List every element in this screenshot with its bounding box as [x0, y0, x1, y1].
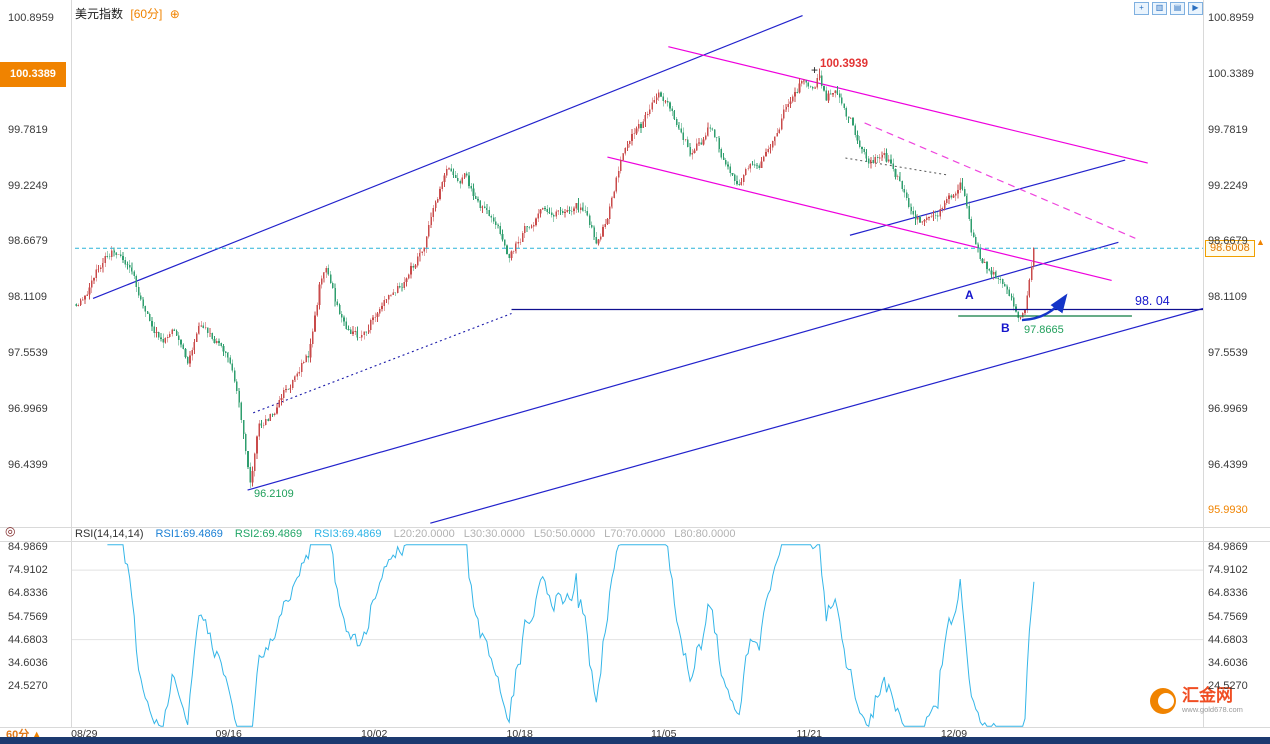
zoom-in-icon[interactable]: + [1134, 2, 1149, 15]
price-axis-label: 99.7819 [8, 123, 48, 136]
rsi-name-label: RSI(14,14,14) [75, 528, 144, 540]
rsi-level-label: L20:20.0000 [393, 528, 455, 540]
line-view-icon[interactable]: ▤ [1170, 2, 1185, 15]
rsi-level-label: L50:50.0000 [533, 528, 596, 540]
rsi-axis-label: 34.6036 [8, 656, 48, 669]
right-axis-divider [1203, 0, 1204, 727]
price-axis-label: 100.3389 [1208, 67, 1254, 80]
rsi-level-label: L30:30.0000 [463, 528, 525, 540]
price-axis-label-extra: 95.9930 [1208, 503, 1248, 516]
price-axis-label: 96.4399 [1208, 458, 1248, 471]
date-axis-label: 08/29 [71, 728, 98, 740]
logo-url: www.gold678.com [1182, 705, 1243, 714]
rsi-axis-label: 74.9102 [8, 564, 48, 577]
recent-low-price-label: 97.8665 [1024, 324, 1064, 336]
rsi3-value-label: RSI3:69.4869 [314, 528, 382, 540]
rsi-axis-label: 84.9869 [1208, 541, 1248, 553]
date-axis-label: 11/21 [796, 728, 822, 740]
date-axis-label: 11/05 [650, 728, 677, 740]
date-axis-label: 10/18 [506, 728, 533, 740]
bottom-scrollbar[interactable] [0, 737, 1270, 744]
rsi-axis-label: 84.9869 [8, 541, 48, 553]
scroll-right-icon[interactable]: ▶ [1188, 2, 1203, 15]
rsi2-value-label: RSI2:69.4869 [234, 528, 303, 540]
price-axis-label: 100.8959 [1208, 12, 1254, 24]
price-axis-label: 96.4399 [8, 458, 48, 471]
point-a-label: A [965, 288, 974, 302]
date-axis-label: 12/09 [940, 728, 968, 740]
rsi-header: RSI(14,14,14) RSI1:69.4869 RSI2:69.4869 … [75, 528, 753, 540]
footer-up-arrow-icon: ▲ [31, 729, 43, 741]
date-axis-label: 09/16 [215, 728, 242, 740]
candlestick-view-icon[interactable]: ▥ [1152, 2, 1167, 15]
price-axis-label: 97.5539 [1208, 347, 1248, 360]
price-axis-label: 99.7819 [1208, 123, 1248, 136]
rsi-levels: L20:20.0000 L30:30.0000 L50:50.0000 L70:70.… [394, 528, 745, 540]
main-price-chart[interactable] [0, 0, 1270, 527]
price-axis-label: 97.5539 [8, 347, 48, 360]
price-axis-label: 99.2249 [8, 179, 48, 192]
timeframe-label[interactable]: [60分] [130, 7, 163, 21]
gold678-logo-icon[interactable] [1150, 687, 1176, 714]
crosshair-icon[interactable]: ◎ [5, 524, 16, 538]
peak-marker-icon: + [811, 63, 819, 77]
rsi-axis-label: 74.9102 [1208, 564, 1248, 577]
site-logo[interactable]: 汇金网 www.gold678.com [1150, 687, 1243, 714]
rsi-axis-label: 54.7569 [8, 610, 48, 623]
chart-legend: 美元指数 [60分] ⊕ [75, 5, 180, 22]
rsi-axis-label: 34.6036 [1208, 656, 1248, 669]
price-axis-label: 100.8959 [8, 12, 54, 24]
xaxis-divider [0, 727, 1270, 728]
point-b-label: B [1001, 321, 1010, 335]
chart-toolbar: + ▥ ▤ ▶ [1134, 2, 1203, 15]
peak-price-label: 100.3939 [820, 58, 868, 70]
rsi-axis-label: 64.8336 [1208, 587, 1248, 600]
rsi-level-label: L80:80.0000 [674, 528, 736, 540]
rsi-axis-label: 24.5270 [1208, 680, 1248, 693]
rsi-level-label: L70:70.0000 [604, 528, 666, 540]
price-up-arrow-icon: ▲ [1256, 237, 1265, 247]
last-price-tag: 98.6008 [1205, 240, 1255, 258]
price-axis-label: 98.6679 [1208, 235, 1248, 248]
price-axis-label: 96.9969 [8, 403, 48, 416]
price-axis-label: 96.9969 [1208, 403, 1248, 416]
left-axis-divider [71, 0, 72, 727]
main-rsi-divider [0, 527, 1270, 528]
support-price-label: 98. 04 [1135, 294, 1170, 308]
price-axis-label-highlighted: 100.3389 [0, 61, 66, 87]
rsi1-value-label: RSI1:69.4869 [155, 528, 223, 540]
low-price-label: 96.2109 [254, 488, 294, 500]
rsi-indicator-chart[interactable] [0, 542, 1270, 727]
logo-text: 汇金网 [1182, 686, 1233, 705]
rsi-axis-label: 44.6803 [8, 633, 48, 646]
rsi-axis-label: 64.8336 [8, 587, 48, 600]
price-axis-label: 98.6679 [8, 235, 48, 248]
price-axis-label: 98.1109 [1208, 291, 1247, 304]
date-axis-label: 10/02 [361, 728, 388, 740]
rsi-axis-label: 54.7569 [1208, 610, 1248, 623]
rsi-axis-label: 44.6803 [1208, 633, 1248, 646]
instrument-title: 美元指数 [75, 7, 124, 21]
rsi-header-divider [0, 541, 1270, 542]
add-indicator-icon[interactable]: ⊕ [169, 7, 180, 21]
rsi-axis-label: 24.5270 [8, 680, 48, 693]
price-axis-label: 98.1109 [8, 291, 47, 304]
price-axis-label: 99.2249 [1208, 179, 1248, 192]
